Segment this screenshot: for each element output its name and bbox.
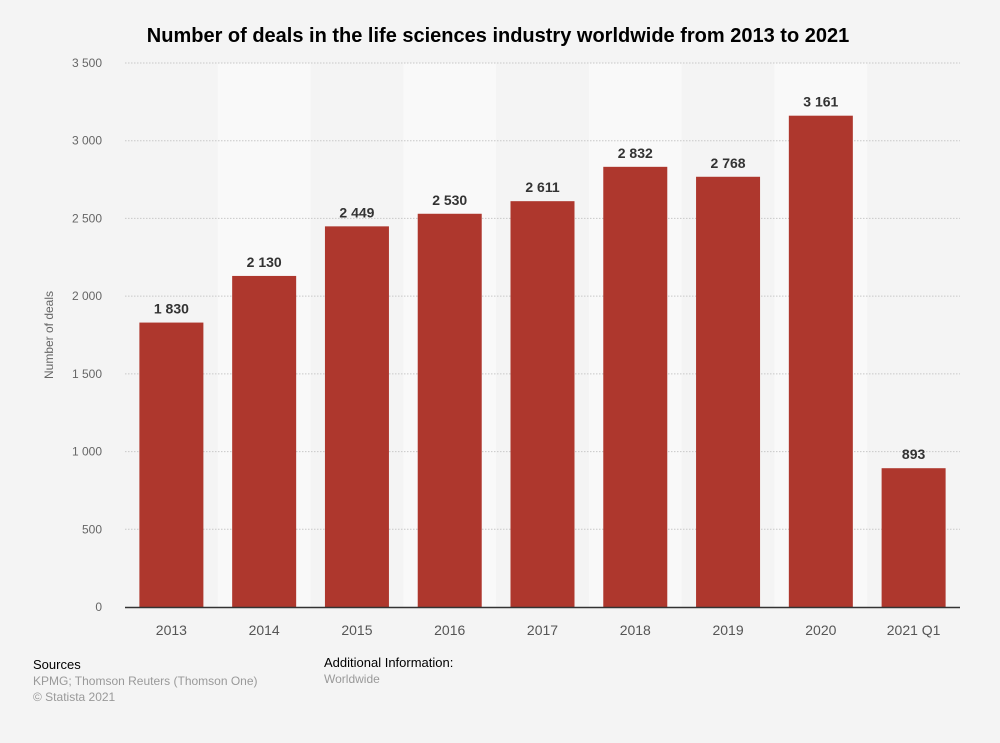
bar-2018 xyxy=(603,166,668,607)
data-label: 1 830 xyxy=(154,301,189,317)
x-tick-label: 2020 xyxy=(805,622,836,638)
y-tick-label: 2 000 xyxy=(72,289,102,303)
x-tick-label: 2013 xyxy=(156,622,187,638)
bar-2021-Q1 xyxy=(881,468,946,607)
x-tick-label: 2017 xyxy=(527,622,558,638)
x-tick-label: 2016 xyxy=(434,622,465,638)
x-tick-label: 2015 xyxy=(341,622,372,638)
sources-text: KPMG; Thomson Reuters (Thomson One) xyxy=(33,674,258,688)
sources-block: Sources KPMG; Thomson Reuters (Thomson O… xyxy=(33,657,258,705)
y-axis-label: Number of deals xyxy=(42,291,56,379)
data-label: 2 530 xyxy=(432,192,467,208)
data-label: 2 449 xyxy=(339,204,374,220)
x-tick-label: 2014 xyxy=(249,622,280,638)
data-label: 893 xyxy=(902,446,926,462)
y-tick-label: 3 000 xyxy=(72,134,102,148)
bar-2019 xyxy=(696,176,761,607)
y-tick-label: 500 xyxy=(82,522,102,536)
sources-heading: Sources xyxy=(33,657,81,672)
chart-title: Number of deals in the life sciences ind… xyxy=(147,25,849,47)
bar-2015 xyxy=(324,226,389,608)
data-label: 2 768 xyxy=(711,155,746,171)
bar-2014 xyxy=(232,275,297,607)
copyright: © Statista 2021 xyxy=(33,690,116,704)
data-label: 3 161 xyxy=(803,94,838,110)
y-tick-label: 1 500 xyxy=(72,367,102,381)
bar-2020 xyxy=(788,115,853,608)
y-tick-label: 0 xyxy=(95,600,102,614)
additional-info-heading: Additional Information: xyxy=(324,655,454,670)
x-tick-label: 2021 Q1 xyxy=(887,622,941,638)
y-tick-label: 1 000 xyxy=(72,445,102,459)
additional-info-text: Worldwide xyxy=(324,672,380,686)
y-tick-label: 3 500 xyxy=(72,56,102,70)
x-tick-label: 2019 xyxy=(712,622,743,638)
data-label: 2 611 xyxy=(525,179,559,195)
bar-2017 xyxy=(510,201,575,607)
additional-info-block: Additional Information: Worldwide xyxy=(324,655,453,687)
data-label: 2 130 xyxy=(247,254,282,270)
y-tick-label: 2 500 xyxy=(72,211,102,225)
bar-2016 xyxy=(417,213,482,607)
data-label: 2 832 xyxy=(618,145,653,161)
bar-2013 xyxy=(139,322,204,607)
x-tick-label: 2018 xyxy=(620,622,651,638)
